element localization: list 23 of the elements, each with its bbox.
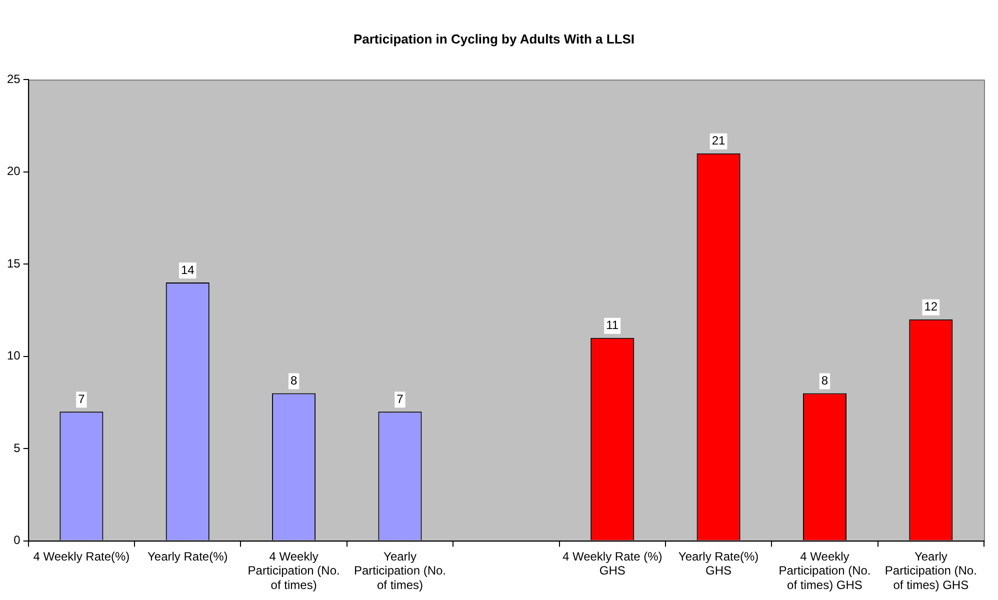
x-tick-label: Yearly Rate(%) GHS (678, 549, 759, 578)
y-tick-label: 0 (14, 533, 21, 548)
y-tick-label: 10 (6, 348, 21, 363)
y-tick-label: 5 (14, 440, 21, 455)
y-tick-label: 15 (6, 256, 21, 270)
y-tick-label: 20 (6, 164, 21, 178)
x-tick-label: 4 Weekly Rate(%) (33, 549, 130, 564)
x-tick-label: Yearly Participation (No. of times) (354, 549, 446, 592)
data-label: 11 (606, 318, 619, 332)
chart-title: Participation in Cycling by Adults With a LLSI (353, 31, 635, 46)
data-label: 12 (924, 300, 938, 314)
x-tick-label: 4 Weekly Participation (No. of times) GHS (778, 549, 871, 592)
data-label: 8 (821, 374, 828, 388)
y-tick-label: 25 (6, 72, 21, 86)
data-label: 14 (180, 262, 195, 277)
x-tick-label: Yearly Participation (No. of times) GHS (884, 549, 977, 592)
x-tick-label: 4 Weekly Participation (No. of times) (248, 549, 340, 592)
data-label: 21 (712, 134, 726, 148)
data-label: 7 (396, 392, 404, 406)
x-tick-label: 4 Weekly Rate (%) GHS (562, 549, 662, 578)
x-tick-label: Yearly Rate(%) (147, 549, 228, 564)
data-label: 7 (78, 392, 86, 406)
data-label: 8 (290, 374, 298, 388)
